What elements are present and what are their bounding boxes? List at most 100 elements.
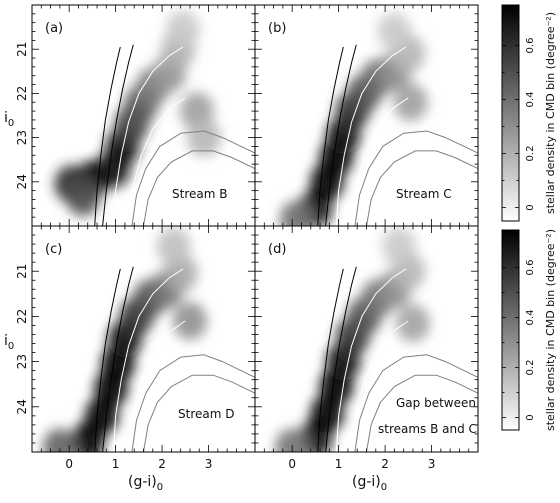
density-blobs [42,227,207,452]
isochrones-c [94,266,255,452]
y-axis-label-bottom-sub: 0 [8,341,14,352]
density-blob [165,10,200,49]
panel-label-b: (b) [268,21,286,36]
panel-label-c: (c) [45,242,62,257]
isochrone-white [126,320,186,452]
isochrones-a [94,44,255,226]
y-axis-label-bottom-main: i [4,333,8,349]
colorbar-tick-label: 0 [525,204,536,210]
density-blob [395,304,430,343]
density-blob [66,178,101,217]
colorbar-tick-label: 0.4 [525,310,536,326]
colorbar-top-label: stellar density in CMD bin (degree⁻²) [544,12,557,214]
density-blob [156,227,191,266]
x-tick-label: 2 [381,457,389,471]
y-tick-label: 21 [15,264,29,279]
colorbar-tick-label: 0.2 [525,146,536,162]
x-axis-label-left-main: (g-i) [128,474,157,490]
x-axis-label-left: (g-i)0 [128,474,163,493]
ticks-b [254,4,479,227]
isochrone-black [102,266,134,452]
density-blob [377,12,412,51]
x-tick-label: 3 [428,457,436,471]
density-blob [172,301,207,340]
isochrone-white [335,46,407,226]
x-tick-label: 1 [112,457,120,471]
y-axis-label-top-main: i [4,110,8,126]
colorbar-top-gradient [501,4,520,222]
isochrone-grey [143,150,255,226]
colorbar-tick-label: 0 [525,414,536,420]
isochrone-black [102,44,134,226]
x-tick-label: 3 [205,457,213,471]
density-blob [42,428,77,452]
density-blob [186,118,221,157]
colorbar-bottom: 0 0.2 0.4 0.6 stellar density in CMD bin (d… [501,229,557,431]
y-tick-label: 24 [15,174,29,189]
x-tick-label: 1 [335,457,343,471]
density-blobs [275,227,430,452]
y-axis-label-bottom: i0 [4,333,14,352]
isochrone-black [317,46,344,226]
density-blob [382,227,417,266]
ticks-d: 0 1 2 3 [254,225,479,471]
isochrone-black [94,46,121,226]
stream-label-b: Stream C [396,187,452,201]
colorbar-top: 0 0.2 0.4 0.6 stellar density in CMD bin (d… [501,4,557,222]
stream-label-d-line1: Gap between [396,396,476,410]
y-tick-label: 23 [15,130,29,145]
panel-label-d: (d) [268,242,286,257]
isochrone-grey [366,374,478,452]
isochrone-grey [354,130,478,226]
isochrones-b [317,44,478,226]
colorbar-bottom-ticks: 0 0.2 0.4 0.6 [502,242,536,421]
isochrone-grey [354,354,478,452]
isochrones-d [317,266,478,452]
x-axis-label-right-main: (g-i) [352,474,381,490]
x-tick-label: 0 [65,457,73,471]
isochrone-grey [131,130,255,226]
colorbar-tick-label: 0.6 [525,38,536,54]
x-axis-label-right-sub: 0 [381,482,387,493]
stream-label-a: Stream B [172,187,227,201]
y-tick-label: 22 [15,86,29,101]
colorbar-tick-label: 0.2 [525,360,536,376]
panel-a: 21 22 23 24 (a) Stream B [15,4,256,227]
isochrone-white [126,97,186,226]
isochrone-white [335,268,407,452]
y-tick-label: 23 [15,354,29,369]
stream-label-d-line2: streams B and C [378,422,477,436]
density-blobs [279,12,428,226]
isochrone-black [94,268,121,452]
isochrone-white [112,268,184,452]
panel-label-a: (a) [45,21,63,36]
density-blobs [54,10,221,217]
heatmap-c [42,227,207,452]
isochrone-black [317,268,344,452]
x-axis-label-left-sub: 0 [157,482,163,493]
isochrone-grey [366,150,478,226]
isochrone-black [325,266,357,452]
isochrone-grey [131,354,255,452]
panel-b: (b) Stream C [254,4,479,227]
isochrone-grey [143,374,255,452]
y-tick-label: 21 [15,42,29,57]
heatmap-b [279,12,428,226]
density-blob [275,428,310,452]
panel-d: 0 1 2 3 (d) Gap between streams B and C [254,225,479,471]
colorbar-top-ticks: 0 0.2 0.4 0.6 [502,18,536,211]
isochrone-white [112,46,184,226]
colorbar-bottom-gradient [501,229,520,431]
colorbar-bottom-label: stellar density in CMD bin (degree⁻²) [544,229,557,431]
y-axis-label-top: i0 [4,110,14,129]
x-tick-label: 2 [158,457,166,471]
y-tick-label: 24 [15,399,29,414]
y-axis-label-top-sub: 0 [8,118,14,129]
colorbar-tick-label: 0.6 [525,260,536,276]
isochrone-white [349,320,409,452]
isochrone-black [325,44,357,226]
heatmap-a [54,10,221,217]
